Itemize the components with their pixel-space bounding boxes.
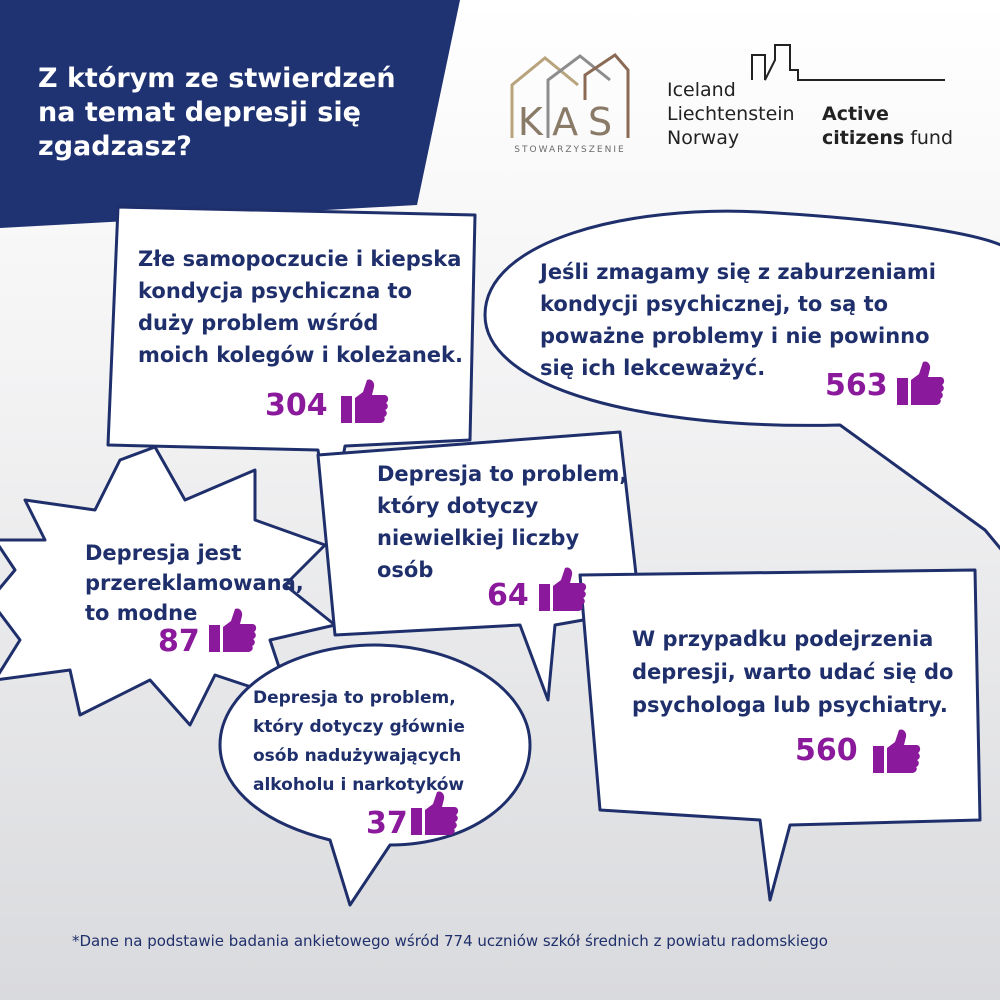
- bubble-shape: [483, 209, 1000, 551]
- title-line: Z którym ze stwierdzeń: [38, 63, 396, 94]
- bubble-line: depresji, warto udać się do: [632, 660, 954, 684]
- eea-citizens-fund: citizens fund: [822, 126, 953, 150]
- bubble-line: Złe samopoczucie i kiepska: [138, 247, 462, 271]
- bubble-text: Depresja to problem, który dotyczy główni…: [253, 684, 465, 800]
- header-band: [0, 0, 460, 228]
- bubble-text: Jeśli zmagamy się z zaburzeniami kondycji…: [540, 256, 936, 384]
- bubble-line: poważne problemy i nie powinno: [540, 324, 930, 348]
- bubble-line: niewielkiej liczby: [377, 526, 580, 550]
- vote-count: 37: [366, 806, 408, 841]
- eea-country: Liechtenstein: [667, 103, 795, 125]
- title-line: zgadzasz?: [38, 131, 192, 162]
- bubble-text: Złe samopoczucie i kiepska kondycja psych…: [138, 243, 463, 371]
- vote-count: 64: [487, 578, 529, 613]
- bubble-line: Depresja jest: [85, 541, 242, 565]
- eea-country: Iceland: [667, 79, 736, 101]
- bubble-line: się ich lekceważyć.: [540, 356, 766, 380]
- eea-logo-mark: [751, 44, 945, 81]
- bubble-text: Depresja jest przereklamowana, to modne: [85, 538, 304, 628]
- kas-letters: KAS: [517, 100, 623, 144]
- footnote: *Dane na podstawie badania ankietowego w…: [72, 932, 828, 950]
- eea-active: Active: [822, 103, 889, 125]
- bubble-line: Depresja to problem,: [253, 688, 456, 708]
- vote-count: 560: [795, 733, 858, 768]
- kas-subtitle: STOWARZYSZENIE: [514, 145, 626, 155]
- eea-citizens: citizens: [822, 127, 905, 149]
- vote-count: 563: [825, 368, 888, 403]
- bubble-shape: [578, 568, 982, 902]
- bubble-line: W przypadku podejrzenia: [632, 627, 934, 651]
- bubble-shape: [316, 430, 642, 702]
- eea-countries: Iceland Liechtenstein Norway: [667, 78, 795, 150]
- bubble-line: kondycji psychicznej, to są to: [540, 292, 889, 316]
- title: Z którym ze stwierdzeń na temat depresji …: [38, 62, 396, 164]
- eea-fund: fund: [910, 127, 954, 149]
- kas-logo-houses: [510, 53, 630, 138]
- title-line: na temat depresji się: [38, 97, 361, 128]
- bubble-line: Jeśli zmagamy się z zaburzeniami: [540, 260, 937, 284]
- bubble-line: osób: [377, 558, 434, 582]
- bubble-line: psychologa lub psychiatry.: [632, 693, 948, 717]
- bubble-line: moich kolegów i koleżanek.: [138, 343, 463, 367]
- bubble-line: osób nadużywających: [253, 746, 462, 766]
- bubble-line: Depresja to problem,: [377, 462, 628, 486]
- bubble-shape: [0, 445, 337, 727]
- bubble-line: przereklamowana,: [85, 571, 304, 595]
- bubble-line: kondycja psychiczna to: [138, 279, 413, 303]
- vote-count: 87: [158, 624, 200, 659]
- vote-count: 304: [265, 388, 328, 423]
- eea-country: Norway: [667, 127, 740, 149]
- bubble-line: który dotyczy głównie: [253, 717, 465, 737]
- bubble-text: W przypadku podejrzenia depresji, warto u…: [632, 623, 953, 722]
- bubble-shape: [218, 643, 532, 907]
- bubble-text: Depresja to problem, który dotyczy niewiel…: [377, 458, 627, 586]
- bubble-line: to modne: [85, 601, 198, 625]
- bubble-line: który dotyczy: [377, 494, 539, 518]
- bubble-line: duży problem wśród: [138, 311, 379, 335]
- bubble-line: alkoholu i narkotyków: [253, 775, 465, 795]
